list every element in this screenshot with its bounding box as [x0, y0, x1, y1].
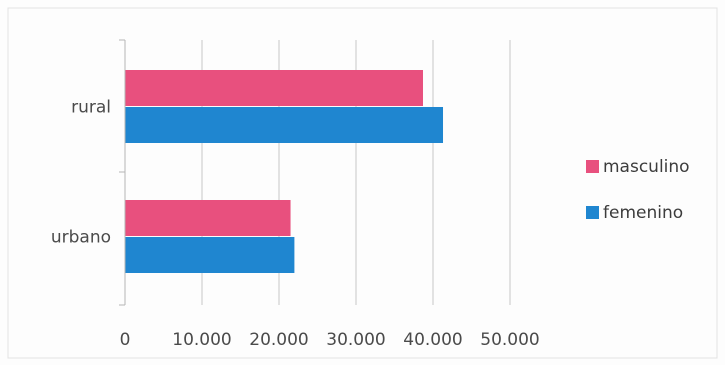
bar-urbano-masculino [125, 200, 291, 236]
legend: masculino femenino [586, 157, 690, 223]
axes: 0 10.000 20.000 30.000 40.000 50.000 rural urba… [51, 39, 540, 350]
legend-label-femenino: femenino [603, 203, 683, 223]
x-tick-label: 10.000 [172, 330, 231, 350]
legend-swatch-femenino [586, 206, 599, 219]
bar-rural-femenino [125, 107, 444, 143]
x-tick-label: 0 [120, 330, 131, 350]
chart-border [7, 7, 718, 359]
bar-rural-masculino [125, 70, 423, 106]
legend-swatch-masculino [586, 160, 599, 173]
category-label: urbano [51, 228, 111, 248]
gridlines [7, 7, 718, 359]
bar-urbano-femenino [125, 237, 295, 273]
x-tick-label: 20.000 [249, 330, 308, 350]
x-tick-label: 30.000 [326, 330, 385, 350]
x-tick-label: 50.000 [480, 330, 539, 350]
x-tick-label: 40.000 [403, 330, 462, 350]
bars [125, 70, 444, 273]
category-label: rural [71, 98, 111, 118]
legend-label-masculino: masculino [603, 157, 690, 177]
